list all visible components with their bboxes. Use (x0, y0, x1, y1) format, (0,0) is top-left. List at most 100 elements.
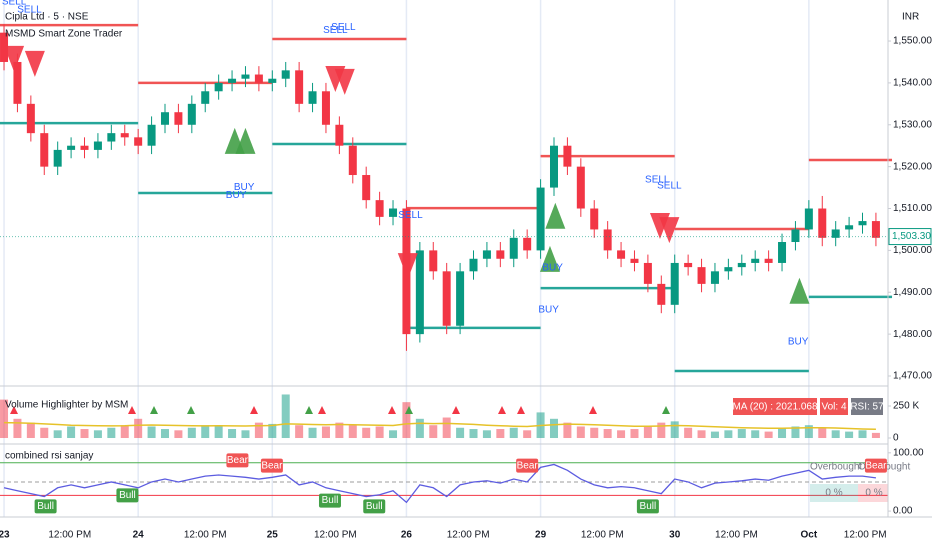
status-box (733, 398, 817, 415)
candle-body (228, 78, 237, 83)
y-tick-label: 0.00 (893, 506, 913, 517)
y-tick-label: 1,540.00 (893, 78, 932, 89)
volume-bar (308, 427, 317, 439)
candle-body (630, 258, 639, 263)
candle-body (362, 175, 371, 201)
y-tick-label: 0 (893, 433, 899, 444)
volume-bar (590, 427, 599, 439)
signal-label: SELL (398, 210, 423, 221)
status-text: RSI: 57 (850, 402, 884, 413)
candle-body (335, 124, 344, 146)
volume-bar (469, 429, 478, 439)
candle-body (536, 187, 545, 251)
y-tick-label: 1,470.00 (893, 371, 932, 382)
volume-bar (778, 427, 787, 439)
signal-label: BUY (542, 263, 563, 274)
candle-body (737, 262, 746, 268)
candle-body (107, 133, 116, 142)
candle-body (657, 283, 666, 305)
volume-bar (107, 427, 116, 439)
x-tick-label: 23 (0, 530, 10, 541)
volume-bar (509, 427, 518, 439)
candle-body (281, 70, 290, 79)
candle-body (241, 74, 250, 79)
volume-bar (120, 425, 129, 439)
buy-signal (539, 245, 560, 272)
x-tick-label: 29 (535, 530, 547, 541)
volume-bar (576, 426, 585, 439)
volume-bar (201, 425, 210, 439)
candle-body (40, 133, 49, 167)
candle-body (134, 137, 143, 146)
signal-label: BUY (226, 190, 247, 201)
candle-body (93, 141, 102, 150)
volume-bar (831, 430, 840, 439)
volume-bar (845, 431, 854, 439)
volume-bar (40, 427, 49, 439)
candle-body (858, 221, 867, 226)
candle-body (80, 145, 89, 150)
candle-body (845, 225, 854, 230)
volume-bar (456, 427, 465, 439)
volume-bar (791, 426, 800, 439)
candle-body (523, 237, 532, 251)
volume-bar (13, 418, 22, 439)
volume-bar (389, 430, 398, 439)
bear-label: Bear (261, 460, 283, 471)
candle-body (67, 145, 76, 150)
buy-signal (545, 202, 566, 229)
candle-body (187, 103, 196, 125)
volume-bar (482, 430, 491, 439)
x-tick-label: 12:00 PM (715, 530, 758, 541)
candle-body (778, 242, 787, 263)
table-header: Overbought (810, 462, 862, 473)
x-tick-label: 12:00 PM (184, 530, 227, 541)
y-tick-label: 1,520.00 (893, 161, 932, 172)
candle-body (482, 250, 491, 259)
volume-bar (0, 399, 9, 439)
volume-bar (858, 430, 867, 439)
bear-label: Bear (227, 455, 249, 466)
buy-signal (235, 127, 256, 154)
table-cell: 0 % (825, 488, 842, 499)
candle-body (590, 208, 599, 230)
y-tick-label: 1,510.00 (893, 203, 932, 214)
bull-label-box (116, 488, 139, 503)
volume-bar (67, 426, 76, 439)
x-tick-label: 24 (133, 530, 145, 541)
candle-body (415, 250, 424, 335)
signal-label: BUY (538, 304, 559, 315)
bull-label-box (318, 493, 341, 508)
x-tick-label: 12:00 PM (581, 530, 624, 541)
y-tick-label: 1,490.00 (893, 287, 932, 298)
volume-bar (710, 431, 719, 439)
bull-label: Bull (119, 490, 136, 501)
volume-bar (160, 429, 169, 439)
volume-bar (147, 426, 156, 439)
candle-body (201, 91, 210, 104)
bull-label-box (363, 499, 386, 514)
candle-body (308, 91, 317, 104)
candle-body (724, 267, 733, 272)
bear-label: Bear (517, 460, 539, 471)
volume-bar (630, 429, 639, 439)
signal-label: SELL (645, 175, 670, 186)
y-tick-label: 1,500.00 (893, 245, 932, 256)
y-tick-label: 1,530.00 (893, 119, 932, 130)
y-tick-label: 1,480.00 (893, 329, 932, 340)
volume-bar (214, 426, 223, 439)
bull-label-box (636, 499, 659, 514)
candle-body (254, 74, 263, 83)
indicator-title: MSMD Smart Zone Trader (5, 29, 123, 40)
last-price-label: 1,503.30 (892, 231, 931, 242)
bear-label-box (260, 458, 283, 473)
x-tick-label: 12:00 PM (314, 530, 357, 541)
x-tick-label: 12:00 PM (447, 530, 490, 541)
candle-body (268, 78, 277, 83)
table-cell-bg (810, 484, 858, 502)
y-tick-label: 1,550.00 (893, 36, 932, 47)
volume-bar (523, 430, 532, 439)
volume-bar (871, 432, 880, 439)
x-tick-label: 12:00 PM (48, 530, 91, 541)
candle-body (818, 208, 827, 238)
